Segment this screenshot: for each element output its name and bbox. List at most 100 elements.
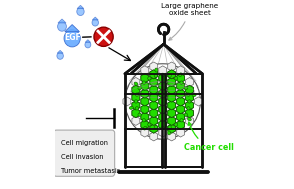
Polygon shape [168,77,176,87]
Polygon shape [186,101,193,110]
Ellipse shape [148,123,151,126]
Polygon shape [168,108,176,118]
Polygon shape [57,50,63,53]
Polygon shape [168,62,176,71]
Ellipse shape [138,113,141,116]
Polygon shape [168,116,176,125]
Polygon shape [177,97,185,106]
Polygon shape [186,93,193,102]
Polygon shape [150,124,158,133]
Ellipse shape [155,68,158,72]
Polygon shape [150,108,158,118]
Polygon shape [132,93,140,102]
Polygon shape [159,120,167,129]
Polygon shape [186,93,193,102]
Polygon shape [177,89,185,98]
Polygon shape [141,112,149,122]
Ellipse shape [161,73,164,76]
Polygon shape [132,85,140,94]
Polygon shape [159,74,167,83]
Polygon shape [168,108,176,118]
Polygon shape [150,116,158,125]
Ellipse shape [100,34,105,40]
Polygon shape [159,112,167,122]
Ellipse shape [57,52,64,59]
Polygon shape [141,105,149,114]
Polygon shape [186,85,193,94]
Ellipse shape [58,22,66,31]
Ellipse shape [77,8,84,15]
Ellipse shape [143,126,147,130]
Text: Large graphene
oxide sheet: Large graphene oxide sheet [161,3,218,40]
Polygon shape [150,77,158,87]
Ellipse shape [154,125,158,129]
Polygon shape [58,19,66,23]
Polygon shape [159,128,167,137]
Polygon shape [150,85,158,94]
Ellipse shape [148,77,151,80]
Polygon shape [186,108,193,118]
Polygon shape [150,70,158,79]
Ellipse shape [161,126,164,130]
Ellipse shape [64,30,80,47]
Ellipse shape [174,123,178,126]
Polygon shape [132,93,140,102]
Polygon shape [177,97,185,106]
Polygon shape [132,101,140,110]
Polygon shape [132,77,140,87]
Polygon shape [150,85,158,94]
Polygon shape [177,120,185,129]
Polygon shape [159,97,167,106]
Polygon shape [159,81,167,91]
Text: Tumor metastasis: Tumor metastasis [61,168,120,174]
Polygon shape [177,74,185,83]
Polygon shape [141,89,149,98]
Polygon shape [123,97,131,106]
Ellipse shape [129,106,133,109]
Polygon shape [150,93,158,102]
Polygon shape [168,116,176,125]
Ellipse shape [142,81,146,84]
Polygon shape [168,124,176,133]
Polygon shape [159,97,167,106]
Polygon shape [168,93,176,102]
Polygon shape [168,85,176,94]
Polygon shape [177,128,185,137]
Ellipse shape [180,81,183,84]
Polygon shape [177,105,185,114]
Polygon shape [141,112,149,122]
Ellipse shape [138,86,141,90]
Polygon shape [159,120,167,129]
Polygon shape [177,81,185,91]
Polygon shape [168,101,176,110]
Ellipse shape [187,93,190,96]
Ellipse shape [168,74,171,77]
Ellipse shape [134,82,138,85]
Polygon shape [150,77,158,87]
Polygon shape [177,74,185,83]
Ellipse shape [135,93,138,96]
Ellipse shape [188,118,191,121]
Polygon shape [141,105,149,114]
Polygon shape [177,112,185,122]
Polygon shape [150,101,158,110]
Polygon shape [100,33,105,35]
Polygon shape [77,5,84,9]
Ellipse shape [192,94,196,97]
Polygon shape [150,62,158,71]
Polygon shape [177,89,185,98]
Polygon shape [150,124,158,133]
Polygon shape [168,85,176,94]
Polygon shape [141,74,149,83]
Polygon shape [168,70,176,79]
Polygon shape [177,105,185,114]
Polygon shape [141,81,149,91]
Ellipse shape [174,77,178,80]
Polygon shape [159,112,167,122]
Circle shape [125,64,201,139]
Ellipse shape [187,107,190,110]
FancyBboxPatch shape [54,130,115,176]
Polygon shape [159,105,167,114]
Polygon shape [150,108,158,118]
Polygon shape [168,101,176,110]
